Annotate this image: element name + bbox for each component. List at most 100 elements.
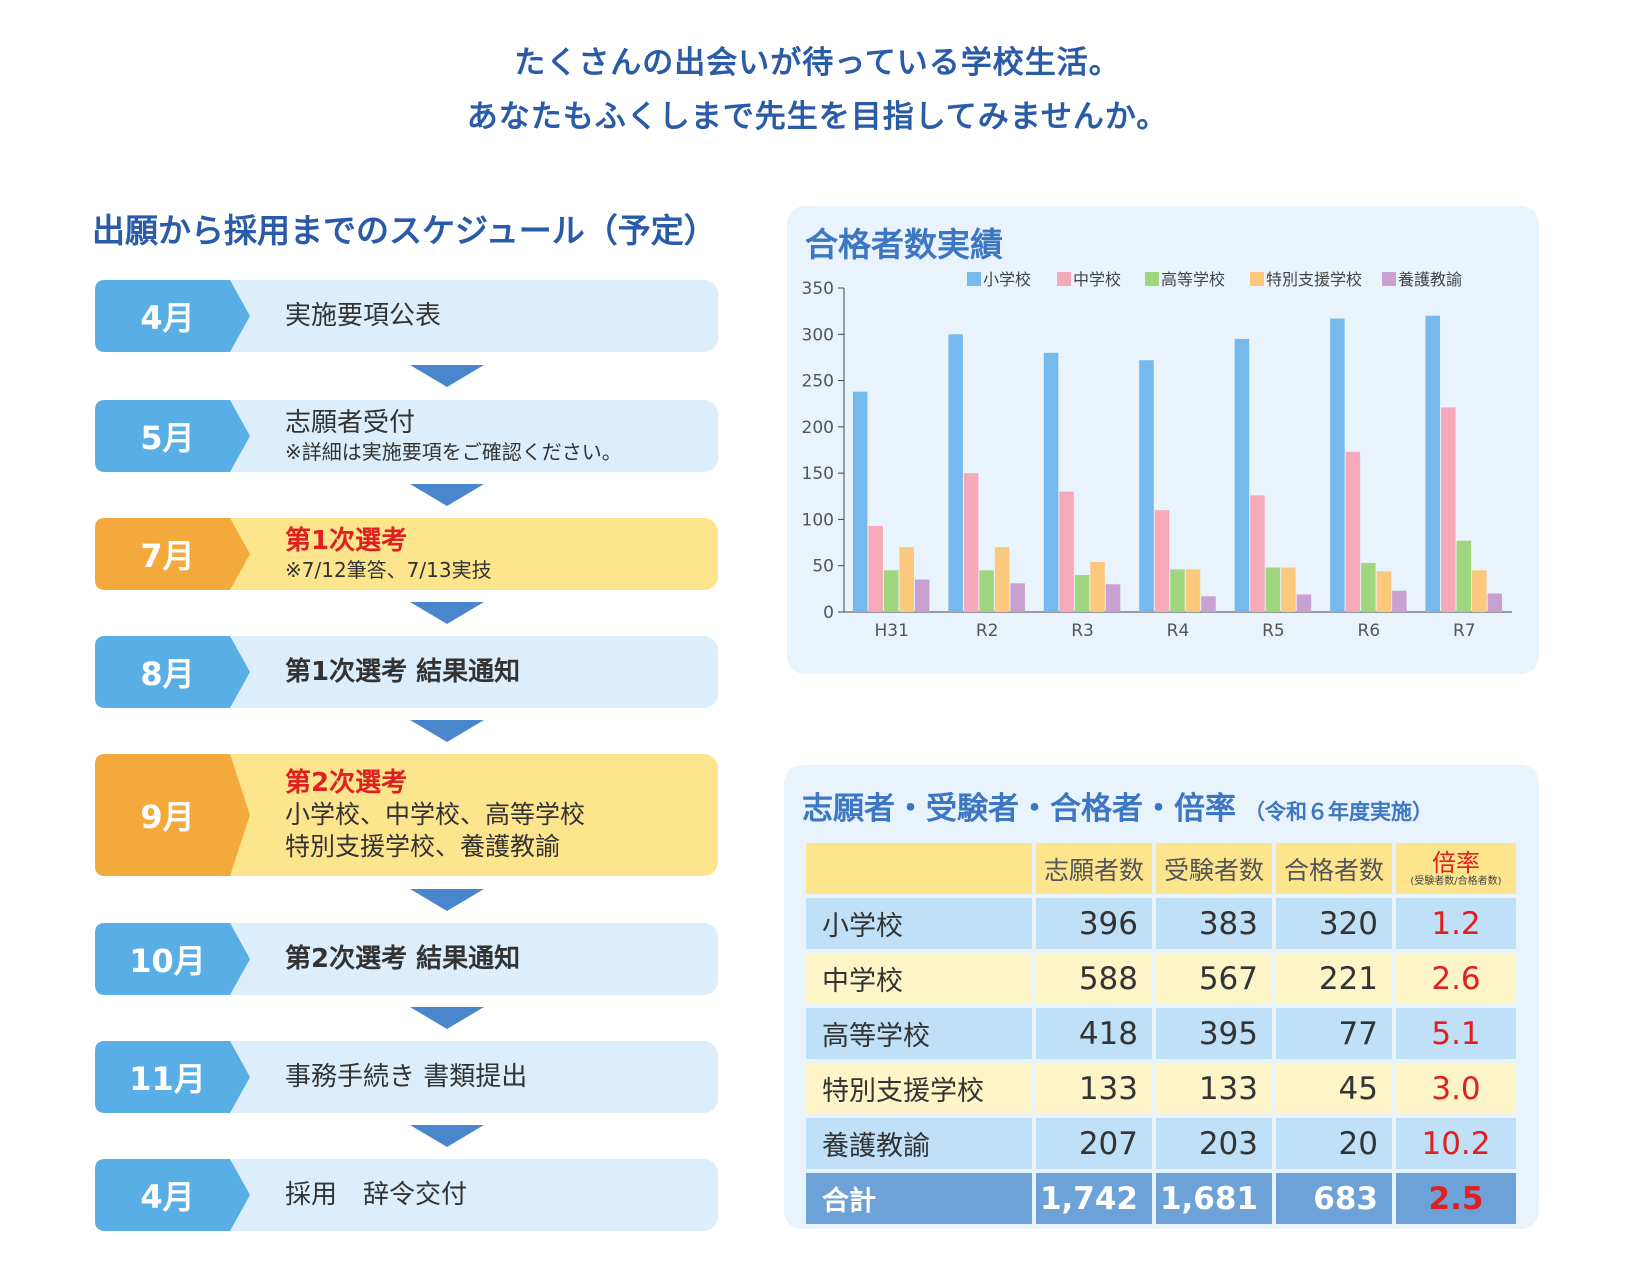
bar-R4-1 — [1154, 510, 1170, 612]
x-tick-label: R7 — [1453, 621, 1476, 641]
bar-R4-0 — [1139, 360, 1154, 612]
month-badge: 4月 — [95, 280, 255, 352]
bar-H31-0 — [852, 391, 868, 612]
y-tick-label: 0 — [823, 603, 834, 623]
bar-H31-2 — [883, 570, 899, 612]
legend-swatch — [1057, 272, 1071, 286]
bar-R3-3 — [1090, 562, 1105, 612]
step-sub-1: 小学校、中学校、高等学校 — [285, 800, 586, 829]
legend-label: 養護教諭 — [1398, 270, 1462, 289]
header-cell-empty — [806, 843, 1032, 894]
step-label: 採用 辞令交付 — [285, 1180, 468, 1210]
bar-R2-0 — [948, 334, 963, 612]
bar-R3-4 — [1105, 584, 1121, 612]
schedule-title: 出願から採用までのスケジュール（予定） — [92, 211, 717, 250]
step-label: 実施要項公表 — [285, 301, 442, 331]
y-tick-label: 250 — [802, 372, 834, 392]
step-note: ※7/12筆答、7/13実技 — [285, 558, 492, 582]
table-row: 小学校 396 383 320 1.2 — [806, 898, 1516, 949]
month-badge: 4月 — [95, 1159, 255, 1231]
table-header-row: 志願者数 受験者数 合格者数 倍率 (受験者数/合格者数) — [806, 843, 1516, 894]
step-sub-2: 特別支援学校、養護教諭 — [285, 832, 561, 861]
chart-title: 合格者数実績 — [805, 225, 1003, 264]
down-arrow-icon — [410, 365, 484, 387]
header-line-1: たくさんの出会いが待っている学校生活。 — [514, 45, 1121, 81]
bar-R7-2 — [1456, 540, 1472, 612]
legend-swatch — [967, 272, 981, 286]
x-tick-label: R5 — [1262, 621, 1285, 641]
month-badge: 9月 — [95, 754, 255, 876]
header-rate: 倍率 (受験者数/合格者数) — [1396, 843, 1516, 894]
bar-R7-4 — [1487, 593, 1503, 612]
legend-label: 中学校 — [1073, 270, 1121, 289]
schedule-step-3: 7月 第1次選考 ※7/12筆答、7/13実技 — [95, 518, 718, 590]
legend-swatch — [1250, 272, 1264, 286]
table-row: 中学校 588 567 221 2.6 — [806, 953, 1516, 1004]
page-header: たくさんの出会いが待っている学校生活。 あなたもふくしまで先生を目指してみません… — [0, 36, 1635, 144]
legend-swatch — [1145, 272, 1159, 286]
y-tick-label: 300 — [802, 325, 834, 345]
bar-R5-1 — [1250, 495, 1265, 612]
down-arrow-icon — [410, 1125, 484, 1147]
bar-R5-4 — [1296, 594, 1312, 612]
bar-R2-4 — [1010, 583, 1025, 612]
step-label: 事務手続き 書類提出 — [285, 1062, 528, 1092]
y-tick-label: 150 — [802, 464, 834, 484]
bar-R3-1 — [1059, 491, 1074, 612]
schedule-step-5: 9月 第2次選考 小学校、中学校、高等学校 特別支援学校、養護教諭 — [95, 754, 718, 876]
schedule-step-7: 11月 事務手続き 書類提出 — [95, 1041, 718, 1113]
bar-R4-3 — [1185, 569, 1201, 612]
bar-R6-1 — [1345, 451, 1361, 612]
step-note: ※詳細は実施要項をご確認ください。 — [285, 440, 622, 464]
schedule-step-2: 5月 志願者受付 ※詳細は実施要項をご確認ください。 — [95, 400, 718, 472]
schedule-step-6: 10月 第2次選考 結果通知 — [95, 923, 718, 995]
header-passed: 合格者数 — [1276, 843, 1392, 894]
bar-R5-2 — [1265, 567, 1281, 612]
month-badge: 7月 — [95, 518, 255, 590]
legend-label: 小学校 — [983, 270, 1031, 289]
legend-label: 高等学校 — [1161, 270, 1225, 289]
month-badge: 10月 — [95, 923, 255, 995]
bar-R6-2 — [1361, 562, 1376, 612]
bar-H31-3 — [899, 547, 914, 612]
schedule-step-4: 8月 第1次選考 結果通知 — [95, 636, 718, 708]
stats-table: 志願者数 受験者数 合格者数 倍率 (受験者数/合格者数) 小学校 396 383 3… — [802, 839, 1520, 1228]
bar-R5-0 — [1234, 338, 1250, 612]
bar-R3-2 — [1074, 574, 1090, 612]
y-tick-label: 200 — [802, 418, 834, 438]
step-label: 志願者受付 — [285, 408, 416, 438]
table-row: 特別支援学校 133 133 45 3.0 — [806, 1063, 1516, 1114]
month-badge: 11月 — [95, 1041, 255, 1113]
step-label: 第1次選考 — [285, 526, 408, 556]
down-arrow-icon — [410, 484, 484, 506]
month-badge: 5月 — [95, 400, 255, 472]
stats-panel: 志願者・受験者・合格者・倍率 （令和６年度実施） 志願者数 受験者数 合格者数 倍… — [784, 765, 1539, 1229]
bar-R7-3 — [1472, 570, 1487, 612]
x-tick-label: R2 — [976, 621, 999, 641]
month-badge: 8月 — [95, 636, 255, 708]
schedule-step-1: 4月 実施要項公表 — [95, 280, 718, 352]
legend-swatch — [1382, 272, 1396, 286]
bar-R2-2 — [979, 570, 994, 612]
header-applicants: 志願者数 — [1036, 843, 1152, 894]
step-label: 第1次選考 結果通知 — [285, 657, 521, 687]
bar-R7-1 — [1441, 407, 1456, 612]
down-arrow-icon — [410, 602, 484, 624]
bar-R4-4 — [1201, 596, 1216, 612]
x-tick-label: R4 — [1167, 621, 1190, 641]
down-arrow-icon — [410, 889, 484, 911]
bar-chart: 0 50 100 150 200 250 300 350 H31 R2 R3 R4 R5 R6 R7 小学校 中… — [802, 270, 1512, 641]
y-tick-label: 350 — [802, 279, 834, 299]
bar-H31-1 — [868, 525, 883, 612]
legend-label: 特別支援学校 — [1266, 270, 1362, 289]
x-tick-label: R6 — [1358, 621, 1381, 641]
bar-R7-0 — [1425, 315, 1441, 612]
bar-R4-2 — [1170, 569, 1185, 612]
table-total-row: 合計 1,742 1,681 683 2.5 — [806, 1173, 1516, 1224]
x-tick-label: R3 — [1071, 621, 1094, 641]
y-tick-label: 50 — [812, 557, 834, 577]
down-arrow-icon — [410, 720, 484, 742]
header-line-2: あなたもふくしまで先生を目指してみませんか。 — [466, 99, 1169, 135]
x-tick-label: H31 — [875, 621, 909, 641]
header-examinees: 受験者数 — [1156, 843, 1272, 894]
